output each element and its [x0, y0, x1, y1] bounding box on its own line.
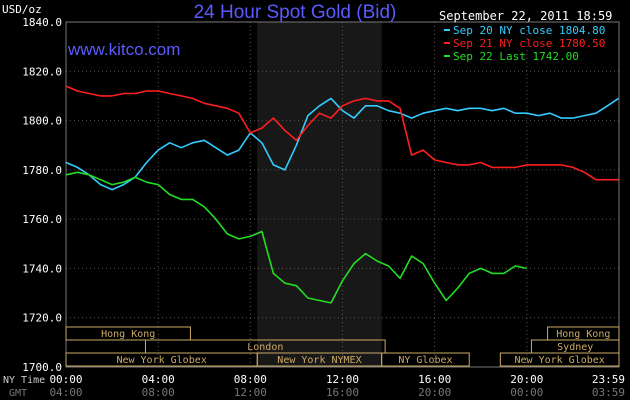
session-label: New York NYMEX	[277, 355, 361, 366]
session-box	[381, 352, 470, 367]
grid	[66, 22, 619, 367]
series-line	[65, 97, 619, 191]
legend-label: Sep 22 Last 1742.00	[453, 50, 579, 63]
y-tick-label: 1760.0	[22, 213, 62, 226]
x-tick-label-gmt: 04:00	[49, 386, 82, 399]
session-label: Sydney	[557, 342, 593, 353]
session-label: Hong Kong	[101, 329, 155, 340]
y-tick-label: 1780.0	[22, 164, 62, 177]
gmt-label: GMT	[9, 388, 27, 399]
plot-frame	[65, 21, 620, 368]
timestamp: September 22, 2011 18:59	[439, 9, 612, 23]
session-box	[499, 352, 620, 367]
y-tick-label: 1720.0	[22, 312, 62, 325]
x-tick-label-ny: 16:00	[418, 373, 451, 386]
series-line	[65, 171, 527, 304]
y-tick-label: 1800.0	[22, 115, 62, 128]
ny-time-label: NY Time	[3, 375, 45, 386]
x-tick-label-gmt: 16:00	[326, 386, 359, 399]
session-label: New York Globex	[515, 355, 605, 366]
x-tick-label-gmt: 03:59	[592, 386, 625, 399]
session-label: London	[247, 342, 283, 353]
session-box	[65, 326, 191, 341]
x-tick-label-gmt: 20:00	[418, 386, 451, 399]
trading-sessions: Hong Kong Hong Kong London Sydney New York G…	[65, 326, 620, 367]
y-tick-label: 1700.0	[22, 361, 62, 374]
session-label: New York Globex	[116, 355, 206, 366]
y-tick-label: 1740.0	[22, 262, 62, 275]
x-tick-label-ny: 20:00	[510, 373, 543, 386]
x-tick-label-ny: 04:00	[142, 373, 175, 386]
session-label: NY Globex	[398, 355, 452, 366]
y-tick-label: 1840.0	[22, 16, 62, 29]
legend-label: Sep 21 NY close 1780.50	[453, 37, 605, 50]
plot-shade	[257, 22, 382, 367]
chart-title: 24 Hour Spot Gold (Bid)	[194, 2, 397, 23]
series-line	[65, 85, 619, 181]
x-tick-label-ny: 12:00	[326, 373, 359, 386]
x-tick-label-ny: 00:00	[49, 373, 82, 386]
x-ticks: 00:0004:0004:0008:0008:0012:0012:0016:00…	[49, 373, 625, 399]
watermark: www.kitco.com	[67, 40, 180, 59]
x-tick-label-ny: 08:00	[234, 373, 267, 386]
y-axis-label: USD/oz	[2, 3, 42, 16]
y-tick-label: 1820.0	[22, 65, 62, 78]
series-lines	[65, 85, 619, 304]
x-tick-label-gmt: 12:00	[234, 386, 267, 399]
session-label: Hong Kong	[556, 329, 610, 340]
x-tick-label-gmt: 00:00	[510, 386, 543, 399]
x-tick-label-ny: 23:59	[592, 373, 625, 386]
x-tick-label-gmt: 08:00	[142, 386, 175, 399]
y-ticks: 1700.0 1720.0 1740.0 1760.0 1780.0 1800.0 1820…	[22, 16, 62, 374]
legend-label: Sep 20 NY close 1804.80	[453, 24, 605, 37]
